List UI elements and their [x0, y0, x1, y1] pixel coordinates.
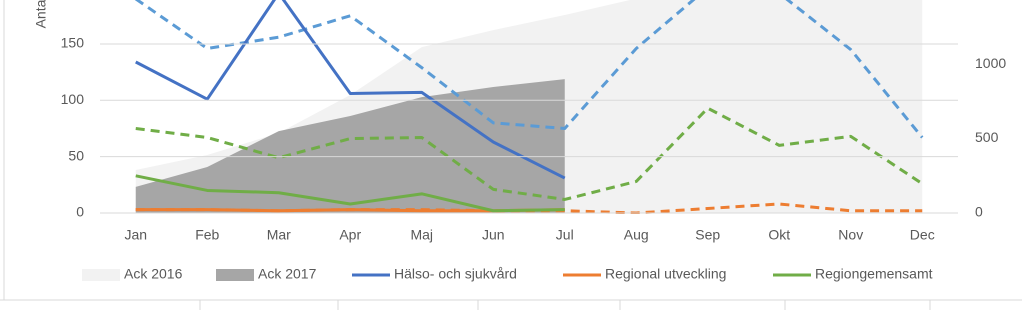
- x-tick-label: Jun: [482, 227, 505, 243]
- x-tick-label: Dec: [910, 227, 935, 243]
- x-tick-label: Nov: [838, 227, 863, 243]
- y2-tick-label: 1000: [975, 55, 1006, 71]
- dashed-line: [134, 0, 924, 139]
- x-tick-label: Jul: [556, 227, 574, 243]
- legend-label: Ack 2016: [124, 266, 183, 282]
- x-tick-label: Okt: [768, 227, 790, 243]
- legend-label: Regiongemensamt: [815, 266, 933, 282]
- legend-label: Hälso- och sjukvård: [394, 266, 517, 282]
- x-tick-label: Feb: [195, 227, 219, 243]
- line: [135, 174, 565, 213]
- y2-tick-label: 500: [975, 129, 999, 145]
- dashed-line: [135, 106, 924, 201]
- x-tick-label: Mar: [267, 227, 291, 243]
- x-tick-label: Sep: [695, 227, 720, 243]
- line: [135, 0, 566, 180]
- y-tick-label: 100: [61, 91, 85, 107]
- y-axis-label: Anta: [33, 0, 49, 28]
- y-tick-label: 50: [68, 147, 84, 163]
- x-tick-label: Jan: [124, 227, 147, 243]
- plot-area: [134, 0, 924, 214]
- y-tick-label: 150: [61, 35, 85, 51]
- area: [135, 79, 565, 213]
- legend-label: Ack 2017: [258, 266, 317, 282]
- x-tick-label: Apr: [339, 227, 361, 243]
- legend-swatch: [82, 269, 120, 281]
- y2-tick-label: 0: [975, 204, 983, 220]
- x-tick-label: Aug: [624, 227, 649, 243]
- y-tick-label: 0: [76, 204, 84, 220]
- x-tick-label: Maj: [410, 227, 433, 243]
- legend-label: Regional utveckling: [605, 266, 726, 282]
- legend-swatch: [216, 269, 254, 281]
